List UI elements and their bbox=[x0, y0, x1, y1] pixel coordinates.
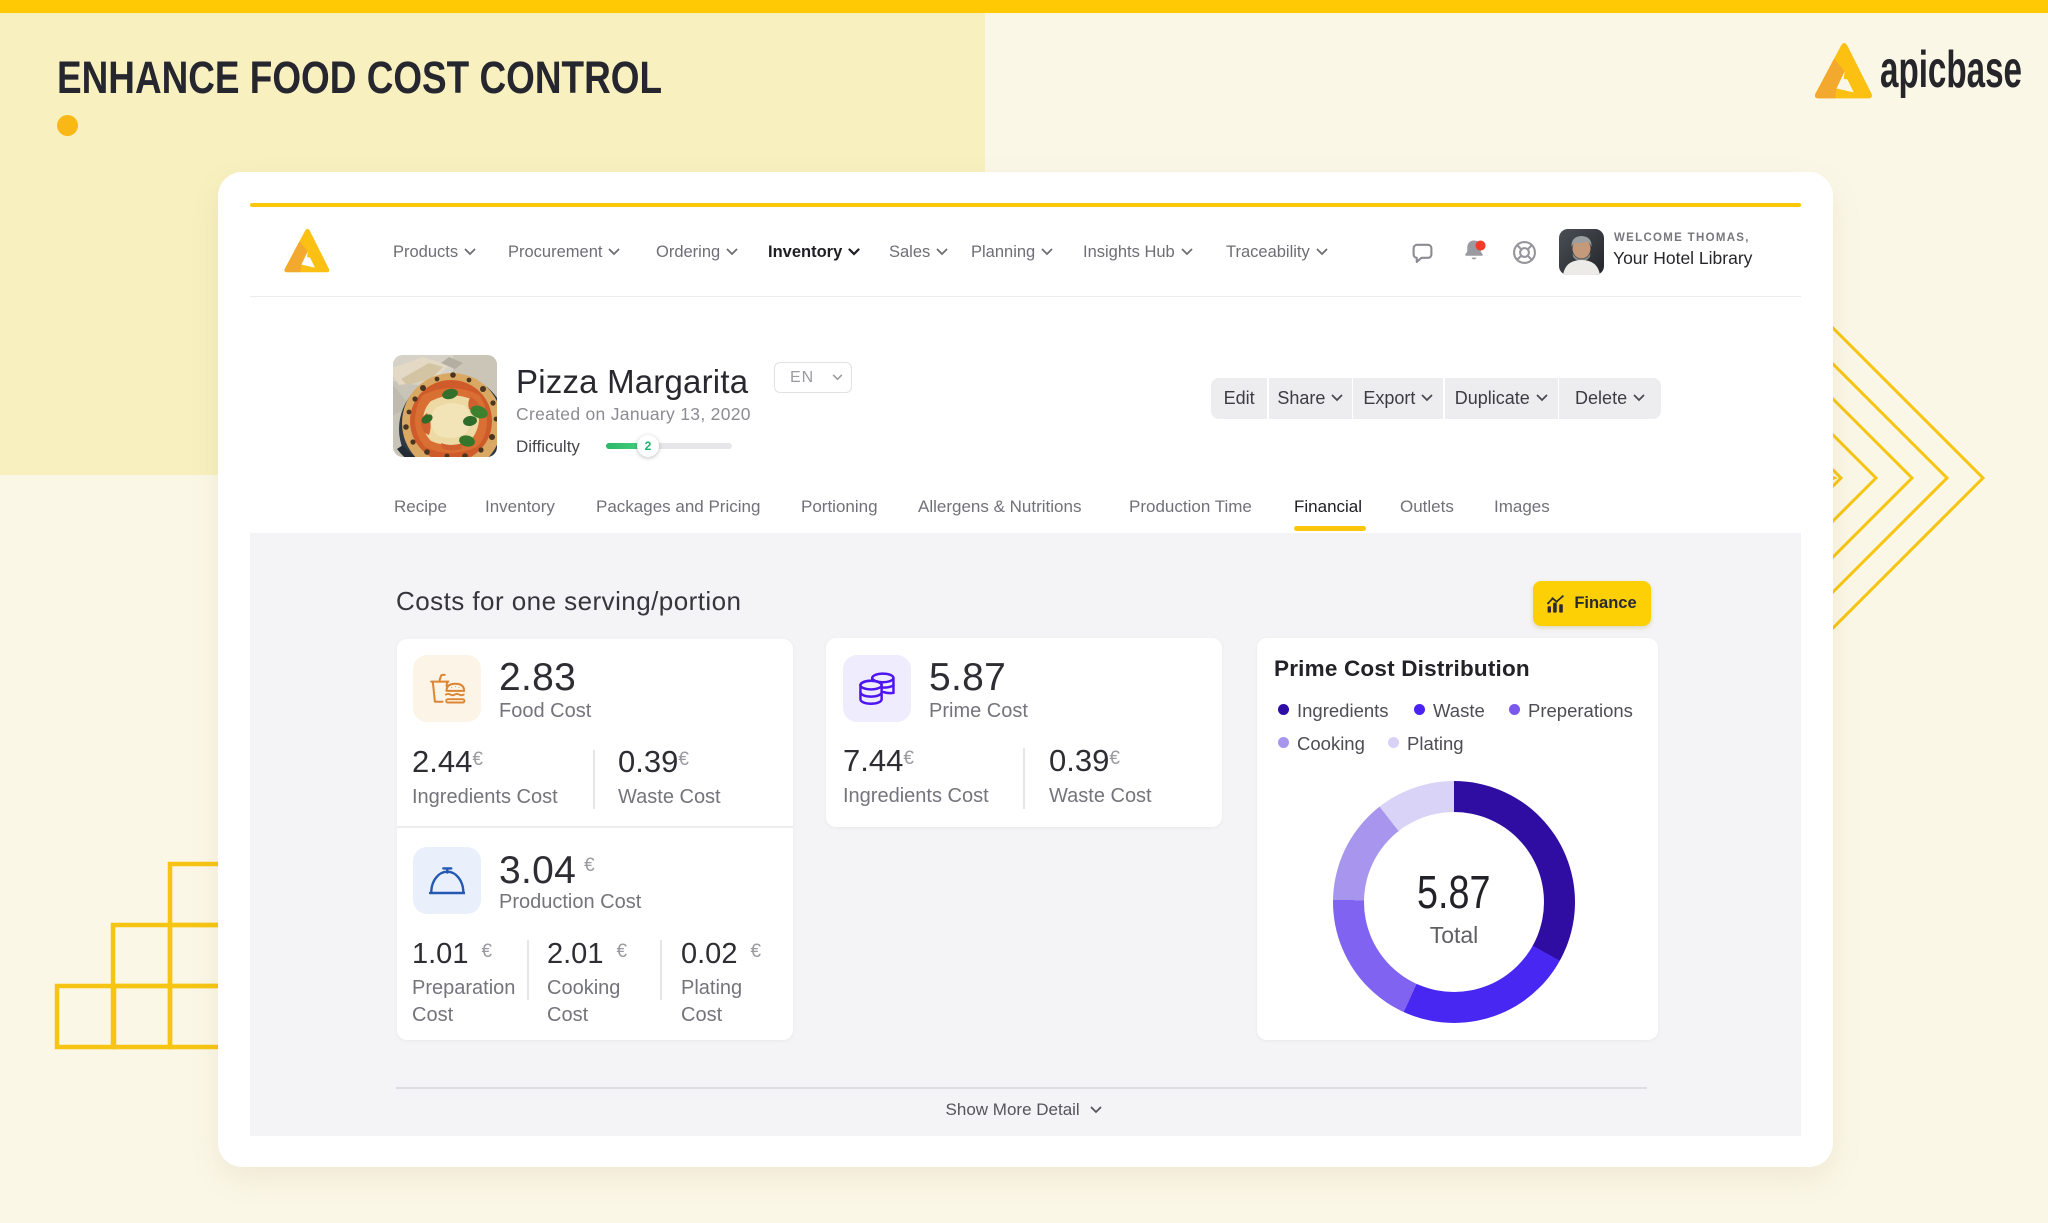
svg-text:apicbase: apicbase bbox=[1880, 41, 2022, 99]
svg-text:ENHANCE FOOD COST CONTROL: ENHANCE FOOD COST CONTROL bbox=[57, 52, 662, 103]
